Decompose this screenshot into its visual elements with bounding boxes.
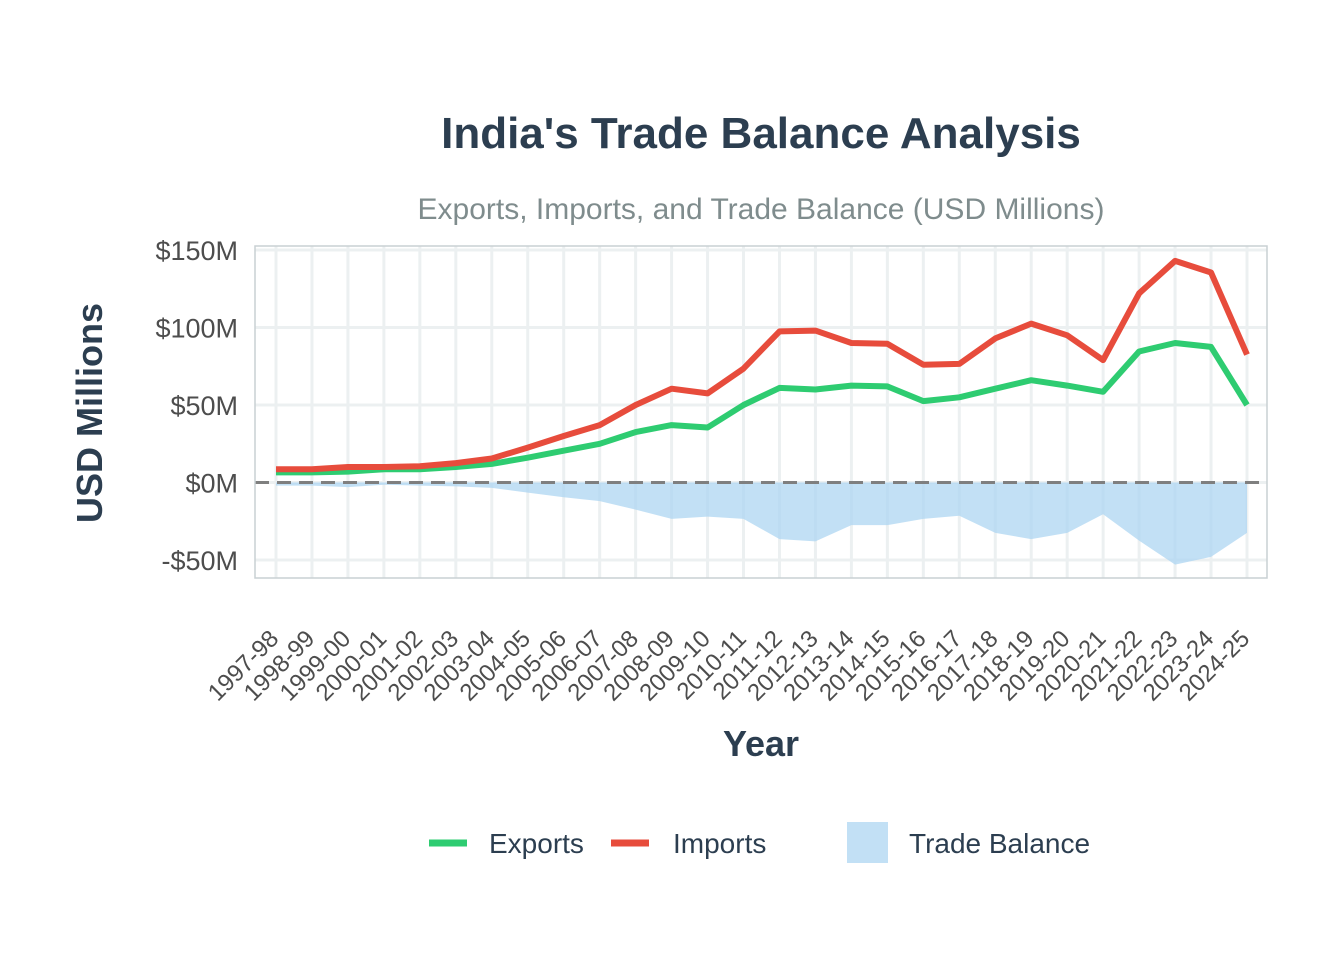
trade-balance-area-layer — [276, 482, 1247, 565]
chart-title: India's Trade Balance Analysis — [441, 109, 1081, 158]
x-axis-title: Year — [723, 723, 799, 764]
plot-border — [254, 245, 1268, 579]
imports-line — [276, 257, 1250, 473]
series-line-layer — [276, 257, 1250, 476]
trade-balance-area — [276, 482, 1247, 565]
y-tick-label: $50M — [170, 391, 238, 421]
y-axis-title: USD Millions — [69, 303, 110, 523]
exports-line — [276, 340, 1250, 476]
x-axis-ticks: 1997-981998-991999-002000-012001-022002-… — [203, 625, 1255, 706]
legend-trade-balance-swatch — [847, 822, 888, 863]
y-tick-label: $150M — [155, 236, 238, 266]
legend-trade-balance-label: Trade Balance — [909, 828, 1090, 859]
legend-exports-label: Exports — [489, 828, 584, 859]
y-tick-label: $0M — [185, 469, 238, 499]
y-axis-ticks: -$50M $0M $50M $100M $150M — [155, 236, 238, 576]
legend: Exports Imports Trade Balance — [429, 822, 1090, 863]
y-tick-label: -$50M — [161, 546, 238, 576]
legend-imports-label: Imports — [673, 828, 766, 859]
chart-subtitle: Exports, Imports, and Trade Balance (USD… — [418, 193, 1105, 226]
y-tick-label: $100M — [155, 314, 238, 344]
